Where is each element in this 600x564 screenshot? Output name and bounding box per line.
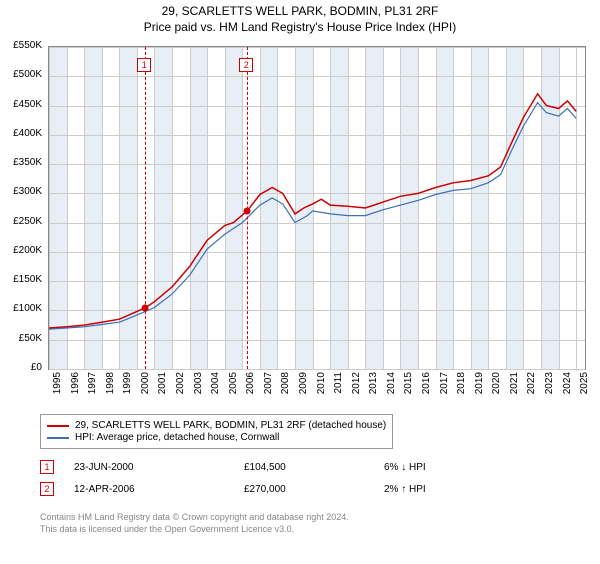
sale-row-marker: 2: [40, 482, 54, 496]
line-layer: [49, 47, 585, 369]
x-tick-label: 2006: [245, 372, 256, 404]
legend-swatch: [47, 425, 69, 427]
x-tick-label: 2002: [175, 372, 186, 404]
x-tick-label: 2022: [526, 372, 537, 404]
sale-row-pct: 6% ↓ HPI: [384, 462, 426, 473]
sale-row-date: 12-APR-2006: [74, 484, 224, 495]
x-tick-label: 2020: [491, 372, 502, 404]
x-tick-label: 2019: [474, 372, 485, 404]
x-tick-label: 1997: [87, 372, 98, 404]
y-tick-label: £50K: [0, 333, 42, 344]
sale-row-price: £270,000: [244, 484, 364, 495]
y-tick-label: £150K: [0, 274, 42, 285]
sale-row-pct: 2% ↑ HPI: [384, 484, 426, 495]
y-tick-label: £250K: [0, 216, 42, 227]
x-tick-label: 2001: [157, 372, 168, 404]
chart-subtitle: Price paid vs. HM Land Registry's House …: [0, 20, 600, 34]
plot-area: [48, 46, 586, 370]
x-tick-label: 2025: [579, 372, 590, 404]
legend-item: 29, SCARLETTS WELL PARK, BODMIN, PL31 2R…: [47, 420, 386, 431]
x-tick-label: 2005: [228, 372, 239, 404]
x-tick-label: 2011: [333, 372, 344, 404]
x-tick-label: 2008: [280, 372, 291, 404]
y-tick-label: £300K: [0, 186, 42, 197]
x-tick-label: 2013: [368, 372, 379, 404]
attribution: Contains HM Land Registry data © Crown c…: [40, 512, 590, 535]
x-tick-label: 1995: [52, 372, 63, 404]
x-tick-label: 2000: [140, 372, 151, 404]
sale-marker-box: 1: [137, 58, 151, 72]
x-tick-label: 1999: [122, 372, 133, 404]
y-tick-label: £100K: [0, 303, 42, 314]
x-tick-label: 2010: [316, 372, 327, 404]
x-tick-label: 1996: [70, 372, 81, 404]
x-tick-label: 2014: [386, 372, 397, 404]
x-tick-label: 2023: [544, 372, 555, 404]
y-tick-label: £450K: [0, 99, 42, 110]
x-tick-label: 2007: [263, 372, 274, 404]
sale-row: 2 12-APR-2006 £270,000 2% ↑ HPI: [40, 482, 590, 496]
sale-marker-box: 2: [239, 58, 253, 72]
x-tick-label: 1998: [105, 372, 116, 404]
x-tick-label: 2003: [193, 372, 204, 404]
chart-title: 29, SCARLETTS WELL PARK, BODMIN, PL31 2R…: [0, 4, 600, 18]
y-tick-label: £0: [0, 362, 42, 373]
y-tick-label: £350K: [0, 157, 42, 168]
chart-container: 29, SCARLETTS WELL PARK, BODMIN, PL31 2R…: [0, 4, 600, 564]
sale-marker-dot: [244, 207, 251, 214]
x-tick-label: 2015: [403, 372, 414, 404]
x-tick-label: 2016: [421, 372, 432, 404]
legend-label: 29, SCARLETTS WELL PARK, BODMIN, PL31 2R…: [75, 420, 386, 431]
legend-item: HPI: Average price, detached house, Corn…: [47, 432, 386, 443]
x-tick-label: 2004: [210, 372, 221, 404]
y-tick-label: £200K: [0, 245, 42, 256]
legend: 29, SCARLETTS WELL PARK, BODMIN, PL31 2R…: [40, 414, 393, 449]
x-tick-label: 2024: [562, 372, 573, 404]
sale-row: 1 23-JUN-2000 £104,500 6% ↓ HPI: [40, 460, 590, 474]
legend-swatch: [47, 437, 69, 439]
y-tick-label: £400K: [0, 128, 42, 139]
x-tick-label: 2021: [509, 372, 520, 404]
series-line: [49, 103, 576, 330]
attribution-line-1: Contains HM Land Registry data © Crown c…: [40, 512, 590, 524]
y-tick-label: £500K: [0, 69, 42, 80]
sale-row-marker: 1: [40, 460, 54, 474]
sale-row-date: 23-JUN-2000: [74, 462, 224, 473]
attribution-line-2: This data is licensed under the Open Gov…: [40, 524, 590, 536]
legend-label: HPI: Average price, detached house, Corn…: [75, 432, 279, 443]
sale-marker-line: [145, 47, 146, 369]
gridline-horizontal: [49, 369, 585, 370]
y-tick-label: £550K: [0, 40, 42, 51]
sale-row-price: £104,500: [244, 462, 364, 473]
x-tick-label: 2017: [439, 372, 450, 404]
x-tick-label: 2009: [298, 372, 309, 404]
x-tick-label: 2012: [351, 372, 362, 404]
x-tick-label: 2018: [456, 372, 467, 404]
sale-marker-dot: [142, 304, 149, 311]
